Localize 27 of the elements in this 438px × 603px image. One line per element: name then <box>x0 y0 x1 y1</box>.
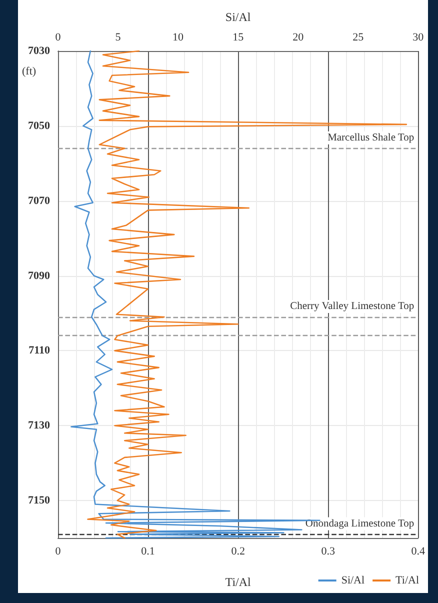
x2-tick-label: 10 <box>172 32 184 44</box>
y-tick-label: 7110 <box>28 344 50 357</box>
x-tick-label: 0.2 <box>231 546 245 558</box>
y-tick-label: 7090 <box>28 270 50 282</box>
ref-line-label: Marcellus Shale Top <box>328 132 414 144</box>
y-axis-title: (ft) <box>22 66 36 78</box>
x2-tick-label: 30 <box>412 32 424 44</box>
x2-axis-title: Si/Al <box>225 10 252 24</box>
x2-tick-label: 15 <box>232 32 244 44</box>
x-axis-title: Ti/Al <box>225 575 252 589</box>
y-tick-label: 7070 <box>28 194 50 207</box>
x-tick-label: 0 <box>55 546 62 558</box>
x-tick-label: 0.4 <box>411 546 426 558</box>
x2-tick-label: 5 <box>115 32 122 44</box>
y-tick-label: 7050 <box>28 120 50 132</box>
x-tick-label: 0.3 <box>321 546 336 558</box>
legend-label: Ti/Al <box>396 574 420 586</box>
x2-tick-label: 25 <box>352 32 364 44</box>
y-tick-label: 7130 <box>28 420 50 432</box>
ref-line-label: Cherry Valley Limestone Top <box>290 300 414 312</box>
legend-label: Si/Al <box>341 574 365 586</box>
y-tick-label: 7030 <box>28 45 50 57</box>
x-tick-label: 0.1 <box>141 546 155 558</box>
ref-line-label: Onondaga Limestone Top <box>305 518 414 530</box>
x2-tick-label: 0 <box>55 32 62 44</box>
x2-tick-label: 20 <box>292 32 304 44</box>
y-tick-label: 7150 <box>28 494 50 507</box>
